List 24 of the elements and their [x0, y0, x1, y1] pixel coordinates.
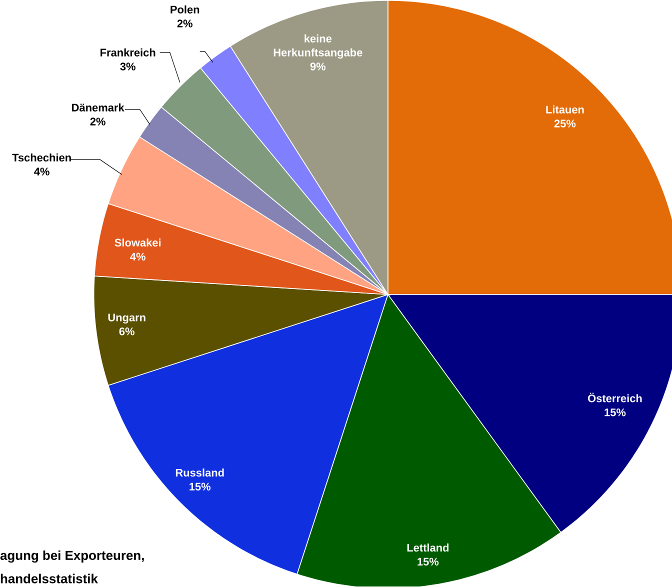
- slice-label: Litauen: [546, 106, 584, 114]
- data-label: 9%: [310, 62, 326, 71]
- data-label: 15%: [190, 483, 211, 491]
- data-label: 4%: [130, 252, 146, 261]
- slice-label: Russland: [176, 468, 224, 477]
- text: handelsstatistik: [0, 574, 98, 584]
- data-label: 15%: [418, 558, 439, 566]
- slice-label: Tschechien: [12, 154, 71, 162]
- slice-label: keine Herkunftsangabe: [274, 34, 362, 59]
- slice-label: Ungarn: [108, 314, 146, 324]
- text: agung bei Exporteuren,: [0, 550, 144, 563]
- slice-label: Österreich: [588, 393, 642, 402]
- slice-label: Lettland: [407, 544, 449, 552]
- slice-label: Frankreich: [100, 48, 156, 57]
- data-label: 6%: [119, 328, 134, 336]
- data-label: 2%: [90, 118, 106, 126]
- data-label: 15%: [604, 408, 626, 416]
- slice-label: Dänemark: [72, 104, 124, 112]
- data-label: 25%: [554, 120, 576, 128]
- slice-label: Slowakei: [114, 238, 161, 247]
- data-label: 4%: [34, 168, 50, 176]
- data-label: 2%: [177, 20, 192, 28]
- slice-label: Polen: [170, 6, 200, 14]
- data-label: 3%: [120, 62, 136, 71]
